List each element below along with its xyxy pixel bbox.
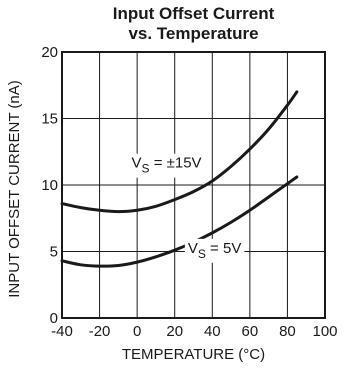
x-tick-label: -20 [89, 323, 111, 340]
x-tick-label: 60 [242, 323, 259, 340]
x-tick-label: 0 [133, 323, 141, 340]
x-tick-label: -40 [51, 323, 73, 340]
annotation-subscript: S [198, 247, 206, 261]
annotation-vs-15v: VS = ±15V [132, 155, 202, 176]
x-tick-label: 40 [204, 323, 221, 340]
y-axis-label: INPUT OFFSET CURRENT (nA) [6, 80, 23, 298]
x-tick-label: 100 [312, 323, 337, 340]
x-tick-label: 80 [279, 323, 296, 340]
annotation-main: V [132, 155, 142, 172]
x-axis-label: TEMPERATURE (°C) [122, 346, 265, 363]
x-tick-label: 20 [166, 323, 183, 340]
y-tick-label: 10 [41, 177, 58, 194]
annotation-background [184, 238, 245, 263]
series-line-vs-15v [60, 90, 299, 214]
chart-title-line-2: vs. Temperature [128, 24, 259, 43]
series-line-vs-5v [60, 175, 299, 268]
annotation-value: = 5V [206, 240, 241, 257]
plot-frame [61, 51, 326, 319]
ticks: -40 -20 0 20 40 60 80 100 0 5 10 15 20 [41, 44, 337, 340]
annotation-value: = ±15V [150, 155, 202, 172]
y-tick-label: 0 [50, 310, 58, 327]
series [60, 90, 299, 268]
annotation-subscript: S [142, 162, 150, 176]
annotation-background [128, 153, 205, 178]
y-tick-label: 5 [50, 244, 58, 261]
annotation-vs-5v: VS = 5V [188, 240, 241, 261]
annotation-main: V [188, 240, 198, 257]
chart-title-line-1: Input Offset Current [112, 4, 275, 23]
y-tick-label: 20 [41, 44, 58, 61]
y-tick-label: 15 [41, 111, 58, 128]
